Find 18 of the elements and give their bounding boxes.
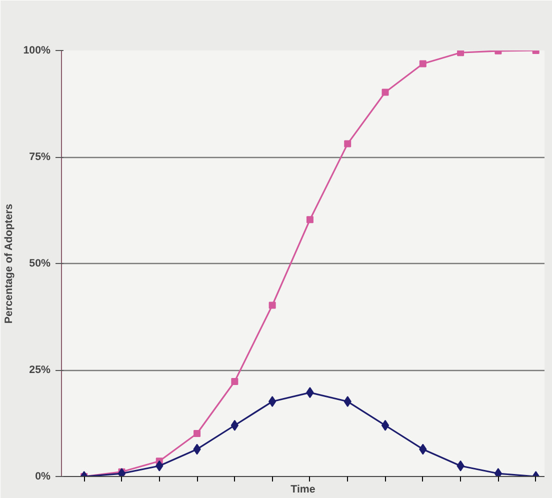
y-tick-label: 100% [23,44,52,56]
point [381,420,390,431]
y-axis-title: Percentage of Adopters [3,204,16,324]
point [344,140,352,148]
point [194,430,201,437]
x-axis-title: Time [290,484,316,496]
point [306,216,314,224]
y-tick-label: 50% [29,258,52,270]
point [457,50,464,56]
y-tick-label: 75% [29,151,52,163]
point [382,88,389,96]
point [268,396,276,408]
point [231,378,238,385]
point [268,302,276,309]
y-tick-label: 25% [29,364,52,376]
point [419,60,426,68]
y-tick-label: 0% [35,470,52,482]
point [230,420,239,431]
